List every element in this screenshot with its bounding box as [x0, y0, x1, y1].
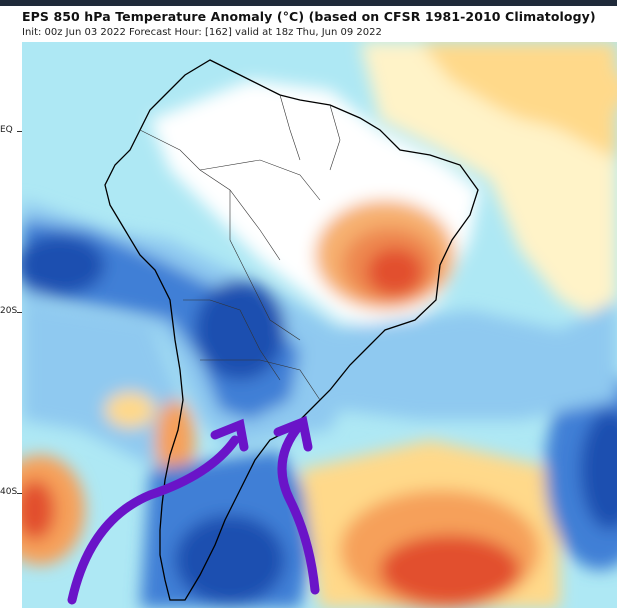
cold-air-arrow-west-icon — [67, 418, 249, 605]
map-header: EPS 850 hPa Temperature Anomaly (°C) (ba… — [0, 6, 617, 42]
map-subtitle: Init: 00z Jun 03 2022 Forecast Hour: [16… — [22, 27, 382, 38]
anomaly-field-svg — [22, 42, 617, 608]
top-bar — [0, 0, 617, 6]
lat-label-20s: 20S — [0, 306, 18, 316]
map-title: EPS 850 hPa Temperature Anomaly (°C) (ba… — [22, 9, 596, 24]
cold-air-arrow-east-icon — [273, 415, 320, 595]
lat-tick-20s — [17, 312, 22, 313]
south-america-coastline — [104, 59, 479, 601]
country-borders — [139, 94, 341, 401]
lat-label-40s: 40S — [0, 487, 18, 497]
anomaly-map — [22, 42, 617, 608]
lat-tick-eq — [17, 131, 22, 132]
lat-tick-40s — [17, 493, 22, 494]
lat-label-eq: EQ — [0, 125, 13, 135]
